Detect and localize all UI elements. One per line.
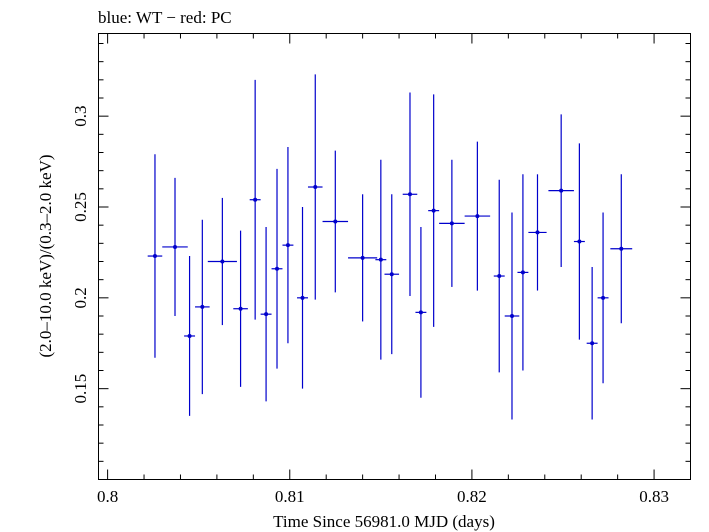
data-points: [147, 74, 633, 420]
point-marker: [378, 257, 383, 262]
data-point: [233, 230, 248, 387]
x-tick-label: 0.82: [457, 487, 487, 506]
point-marker: [559, 188, 564, 193]
data-point: [271, 168, 283, 369]
data-point: [548, 114, 574, 267]
x-axis-label: Time Since 56981.0 MJD (days): [273, 512, 495, 531]
data-point: [402, 92, 418, 297]
point-marker: [497, 274, 502, 279]
data-point: [439, 159, 465, 287]
point-marker: [535, 230, 540, 235]
data-point: [249, 79, 261, 320]
data-point: [517, 174, 529, 371]
y-axis-ticks: 0.15 0.2 0.25 0.3: [71, 42, 691, 480]
point-marker: [360, 255, 365, 260]
point-marker: [389, 272, 394, 277]
point-marker: [200, 304, 205, 309]
point-marker: [619, 246, 624, 251]
data-point: [597, 212, 609, 384]
point-marker: [509, 313, 514, 318]
x-tick-label: 0.81: [275, 487, 305, 506]
point-marker: [590, 341, 595, 346]
data-point: [147, 154, 163, 358]
point-marker: [285, 243, 290, 248]
y-tick-label: 0.15: [71, 374, 90, 404]
data-point: [282, 147, 294, 344]
point-marker: [577, 239, 582, 244]
point-marker: [220, 259, 225, 264]
point-marker: [152, 254, 157, 259]
data-point: [415, 226, 427, 398]
point-marker: [238, 306, 243, 311]
data-point: [493, 179, 505, 373]
data-point: [207, 197, 237, 326]
x-axis-ticks: 0.8 0.81 0.82 0.83: [97, 33, 691, 506]
point-marker: [264, 312, 269, 317]
data-point: [428, 94, 440, 327]
y-tick-label: 0.3: [71, 106, 90, 127]
point-marker: [333, 219, 338, 224]
data-point: [464, 141, 491, 291]
point-marker: [601, 295, 606, 300]
data-point: [307, 74, 323, 300]
data-point: [504, 212, 520, 420]
x-tick-label: 0.83: [639, 487, 669, 506]
data-point: [322, 150, 349, 293]
y-tick-label: 0.25: [71, 192, 90, 222]
point-marker: [407, 192, 412, 197]
plot-frame: [98, 33, 691, 480]
data-point: [260, 226, 272, 402]
data-point: [375, 159, 387, 360]
point-marker: [520, 270, 525, 275]
point-marker: [187, 333, 192, 338]
data-point: [195, 219, 210, 395]
point-marker: [449, 221, 454, 226]
data-point: [586, 266, 598, 420]
data-point: [162, 177, 188, 316]
point-marker: [300, 295, 305, 300]
point-marker: [275, 266, 280, 271]
data-point: [184, 256, 196, 416]
chart-title: blue: WT − red: PC: [98, 8, 232, 27]
data-point: [384, 194, 400, 355]
point-marker: [173, 244, 178, 249]
y-tick-label: 0.2: [71, 287, 90, 308]
data-point: [573, 143, 585, 340]
y-axis-label: (2.0–10.0 keV)/(0.3–2.0 keV): [36, 154, 55, 357]
point-marker: [313, 185, 318, 190]
point-marker: [475, 214, 480, 219]
data-point: [528, 174, 547, 291]
data-point: [348, 194, 378, 322]
point-marker: [431, 208, 436, 213]
data-point: [610, 174, 633, 324]
x-tick-label: 0.8: [97, 487, 118, 506]
point-marker: [418, 310, 423, 315]
data-point: [297, 206, 308, 389]
point-marker: [253, 197, 258, 202]
